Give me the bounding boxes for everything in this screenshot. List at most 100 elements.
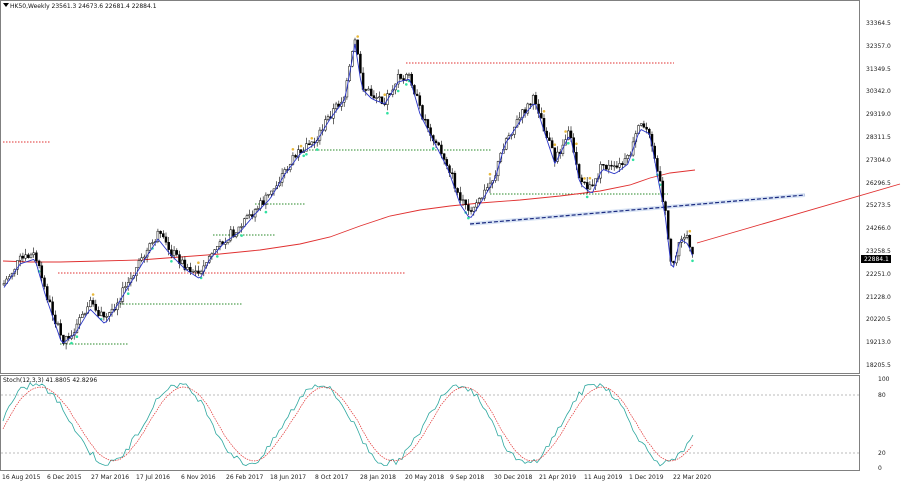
candle-body xyxy=(658,171,662,182)
sell-signal-marker xyxy=(575,142,578,146)
candle-body xyxy=(472,206,476,212)
candle-body xyxy=(248,214,251,216)
candle-body xyxy=(305,143,308,152)
candle-body xyxy=(216,246,219,250)
sell-signal-marker xyxy=(688,229,692,233)
date-axis-label: 30 Dec 2018 xyxy=(494,474,533,481)
candle-body xyxy=(588,184,592,190)
date-axis-label: 11 Aug 2019 xyxy=(584,474,623,481)
candle-body xyxy=(688,235,692,248)
candle-body xyxy=(35,252,38,262)
date-axis: 16 Aug 2015 6 Dec 2015 27 Mar 2016 17 Ju… xyxy=(2,474,711,481)
candle-body xyxy=(148,243,152,251)
buy-signal-marker xyxy=(75,335,79,339)
sell-signal-marker xyxy=(542,110,546,113)
candle-body xyxy=(442,153,446,160)
candle-body xyxy=(461,199,465,202)
price-axis-label: 26296.5 xyxy=(866,180,891,187)
candle-body xyxy=(529,103,532,106)
candle-body xyxy=(16,260,19,270)
candle-body xyxy=(102,311,106,318)
candle-body xyxy=(469,210,473,212)
buy-signal-marker xyxy=(432,147,435,150)
price-axis-label: 20220.5 xyxy=(866,316,891,323)
candle-body xyxy=(326,116,330,120)
candle-body xyxy=(229,229,233,241)
buy-signal-marker xyxy=(585,195,589,199)
candle-body xyxy=(621,163,624,165)
candle-body xyxy=(97,310,100,316)
candle-body xyxy=(604,164,608,170)
sell-signal-marker xyxy=(356,35,360,38)
candle-body xyxy=(164,236,168,243)
candle-body xyxy=(62,334,65,344)
buy-signal-marker xyxy=(405,83,408,86)
candle-body xyxy=(78,317,81,325)
candle-body xyxy=(380,96,384,104)
candle-body xyxy=(540,113,543,119)
candle-body xyxy=(364,89,368,91)
candle-body xyxy=(407,73,411,76)
candle-body xyxy=(29,254,33,259)
candle-body xyxy=(459,192,462,201)
price-axis-label: 32357.0 xyxy=(866,43,891,50)
candle-body xyxy=(437,142,440,146)
candle-body xyxy=(585,182,589,190)
candle-body xyxy=(626,155,629,159)
buy-signal-marker xyxy=(567,141,570,145)
candle-body xyxy=(189,267,192,273)
candle-body xyxy=(569,130,573,138)
candle-body xyxy=(256,208,260,210)
candle-body xyxy=(199,270,203,274)
candle-body xyxy=(356,39,359,55)
stochastic-k-line xyxy=(2,382,694,467)
candle-body xyxy=(191,271,195,273)
buy-signal-marker xyxy=(691,259,694,263)
date-axis-label: 6 Dec 2015 xyxy=(47,474,82,481)
date-axis-label: 6 Nov 2016 xyxy=(181,474,216,481)
candle-body xyxy=(602,164,605,166)
candle-body xyxy=(245,215,249,219)
candle-body xyxy=(218,241,222,247)
candle-body xyxy=(434,140,438,143)
candle-body xyxy=(553,147,557,162)
candle-body xyxy=(56,323,60,325)
candle-body xyxy=(440,144,443,154)
stochastic-axis-label: 100 xyxy=(878,376,890,383)
candle-body xyxy=(642,123,646,128)
neckline-trendline[interactable] xyxy=(469,194,806,225)
candle-body xyxy=(143,256,146,259)
candle-body xyxy=(162,233,165,238)
sell-signal-marker xyxy=(588,176,592,180)
candle-body xyxy=(550,140,554,149)
buy-signal-marker xyxy=(305,153,308,156)
price-axis-label: 18205.5 xyxy=(866,362,891,369)
candle-body xyxy=(378,96,381,99)
candle-body xyxy=(639,123,643,126)
candle-body xyxy=(297,149,300,158)
buy-signal-marker xyxy=(264,210,268,214)
candle-body xyxy=(294,155,297,158)
candle-body xyxy=(137,260,141,268)
date-axis-label: 26 Feb 2017 xyxy=(226,474,264,481)
candle-body xyxy=(375,97,378,99)
candle-body xyxy=(21,255,25,259)
candle-body xyxy=(531,95,535,105)
candle-body xyxy=(475,202,478,208)
candle-body xyxy=(224,242,227,245)
date-axis-label: 18 Jun 2017 xyxy=(270,474,306,481)
candle-body xyxy=(523,109,527,114)
candle-body xyxy=(359,53,362,74)
sell-signal-marker xyxy=(91,293,95,296)
price-axis-label: 28311.5 xyxy=(866,134,891,141)
triangle-down-icon[interactable] xyxy=(3,3,9,7)
price-axis-label: 19213.0 xyxy=(866,339,891,346)
sell-signal-marker xyxy=(583,177,586,180)
date-axis-label: 9 Sep 2018 xyxy=(450,474,484,481)
stochastic-axis-label: 20 xyxy=(878,450,886,457)
candle-body xyxy=(180,259,184,264)
price-axis-label: 27304.0 xyxy=(866,157,891,164)
candle-body xyxy=(91,300,95,305)
candle-body xyxy=(197,270,200,274)
